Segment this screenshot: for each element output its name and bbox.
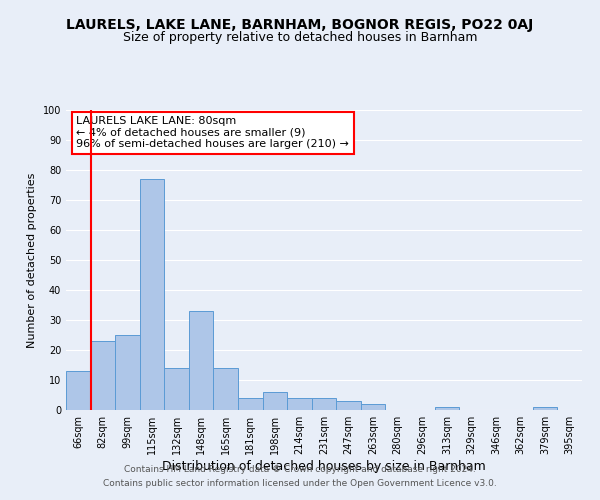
Bar [263,392,287,410]
Bar [189,311,214,410]
Text: LAURELS LAKE LANE: 80sqm
← 4% of detached houses are smaller (9)
96% of semi-det: LAURELS LAKE LANE: 80sqm ← 4% of detache… [76,116,349,149]
Bar [164,368,189,410]
Y-axis label: Number of detached properties: Number of detached properties [27,172,37,348]
Bar [434,407,459,410]
Bar [312,398,336,410]
Bar [91,341,115,410]
Bar [287,398,312,410]
Text: LAURELS, LAKE LANE, BARNHAM, BOGNOR REGIS, PO22 0AJ: LAURELS, LAKE LANE, BARNHAM, BOGNOR REGI… [67,18,533,32]
Bar [214,368,238,410]
X-axis label: Distribution of detached houses by size in Barnham: Distribution of detached houses by size … [162,460,486,473]
Bar [66,371,91,410]
Text: Size of property relative to detached houses in Barnham: Size of property relative to detached ho… [123,31,477,44]
Bar [238,398,263,410]
Bar [336,401,361,410]
Bar [140,179,164,410]
Bar [361,404,385,410]
Bar [533,407,557,410]
Bar [115,335,140,410]
Text: Contains HM Land Registry data © Crown copyright and database right 2024.
Contai: Contains HM Land Registry data © Crown c… [103,466,497,487]
